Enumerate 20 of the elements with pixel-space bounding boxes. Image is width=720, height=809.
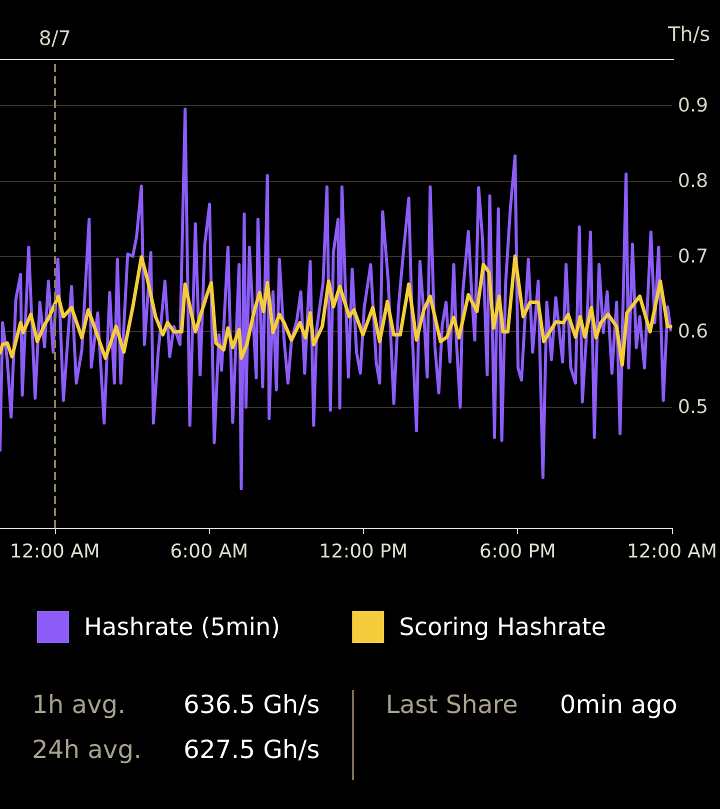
text: 24h avg.: [32, 735, 142, 764]
y-tick-label: 0.6: [678, 320, 708, 343]
x-tick-label: 6:00 AM: [170, 540, 248, 562]
text: 0min ago: [560, 690, 678, 719]
x-tick-label: 12:00 AM: [626, 540, 717, 562]
y-tick-label: 0.8: [678, 170, 708, 192]
x-tick-label: 12:00 PM: [319, 540, 408, 562]
y-axis-title: Th/s: [668, 22, 710, 46]
text: Last Share: [386, 690, 518, 719]
x-tick-label: 6:00 PM: [479, 540, 556, 562]
legend-label: Hashrate (5min): [84, 613, 280, 641]
text: 636.5 Gh/s: [184, 690, 320, 719]
text: 627.5 Gh/s: [184, 735, 320, 764]
x-tick-label: 12:00 AM: [10, 540, 100, 562]
y-tick-label: 0.7: [678, 245, 708, 268]
y-tick-label: 0.9: [678, 94, 708, 116]
text: 1h avg.: [32, 690, 127, 719]
y-tick-label: 0.5: [678, 396, 708, 418]
ref-line-label: 8/7: [38, 26, 71, 50]
legend-label: Scoring Hashrate: [399, 613, 606, 641]
